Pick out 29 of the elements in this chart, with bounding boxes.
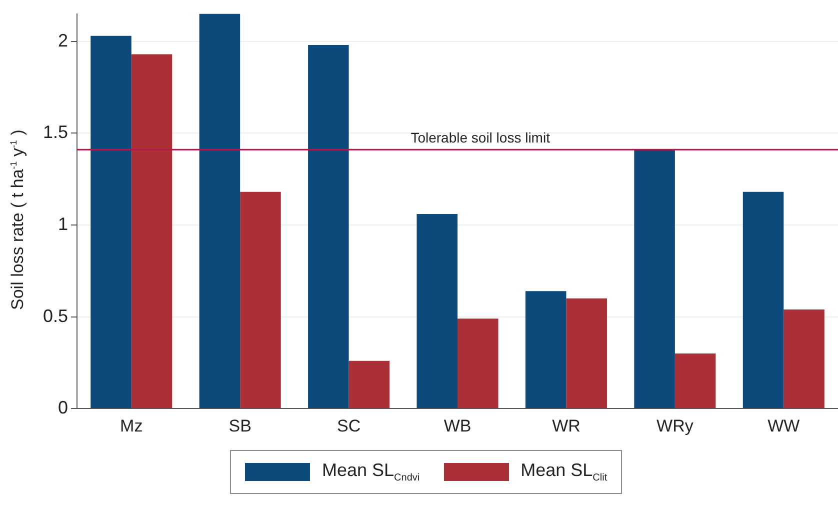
y-tick-label: 2 — [58, 30, 68, 50]
bar — [308, 45, 349, 408]
bar — [131, 54, 172, 408]
x-tick-label: Mz — [120, 416, 143, 436]
bar — [90, 36, 132, 408]
bar — [458, 318, 498, 408]
bar — [742, 192, 784, 408]
legend-label: Mean SL$_{Clit}$ — [520, 460, 608, 484]
bar — [674, 354, 716, 408]
bar — [525, 291, 566, 408]
y-tick-label: 0.5 — [42, 306, 68, 326]
y-tick-label: 1 — [58, 214, 68, 234]
x-tick-label: WB — [444, 416, 472, 436]
x-tick-label: SC — [336, 416, 361, 436]
bar — [566, 298, 607, 408]
ref-line-label: Tolerable soil loss limit — [410, 130, 550, 146]
y-tick-label: 1.5 — [42, 122, 68, 142]
x-tick-label: WR — [552, 416, 580, 436]
x-tick-label: WRy — [656, 416, 694, 436]
bar — [416, 214, 458, 408]
bar — [199, 14, 240, 408]
bar — [784, 309, 824, 408]
y-tick-label: 0 — [58, 398, 68, 418]
x-tick-label: SB — [228, 416, 252, 436]
legend-label: Mean SL$_{Cndvi}$ — [322, 460, 420, 484]
bar — [240, 192, 281, 408]
x-tick-label: WW — [768, 416, 800, 436]
bar — [348, 360, 390, 408]
bar — [634, 150, 675, 408]
